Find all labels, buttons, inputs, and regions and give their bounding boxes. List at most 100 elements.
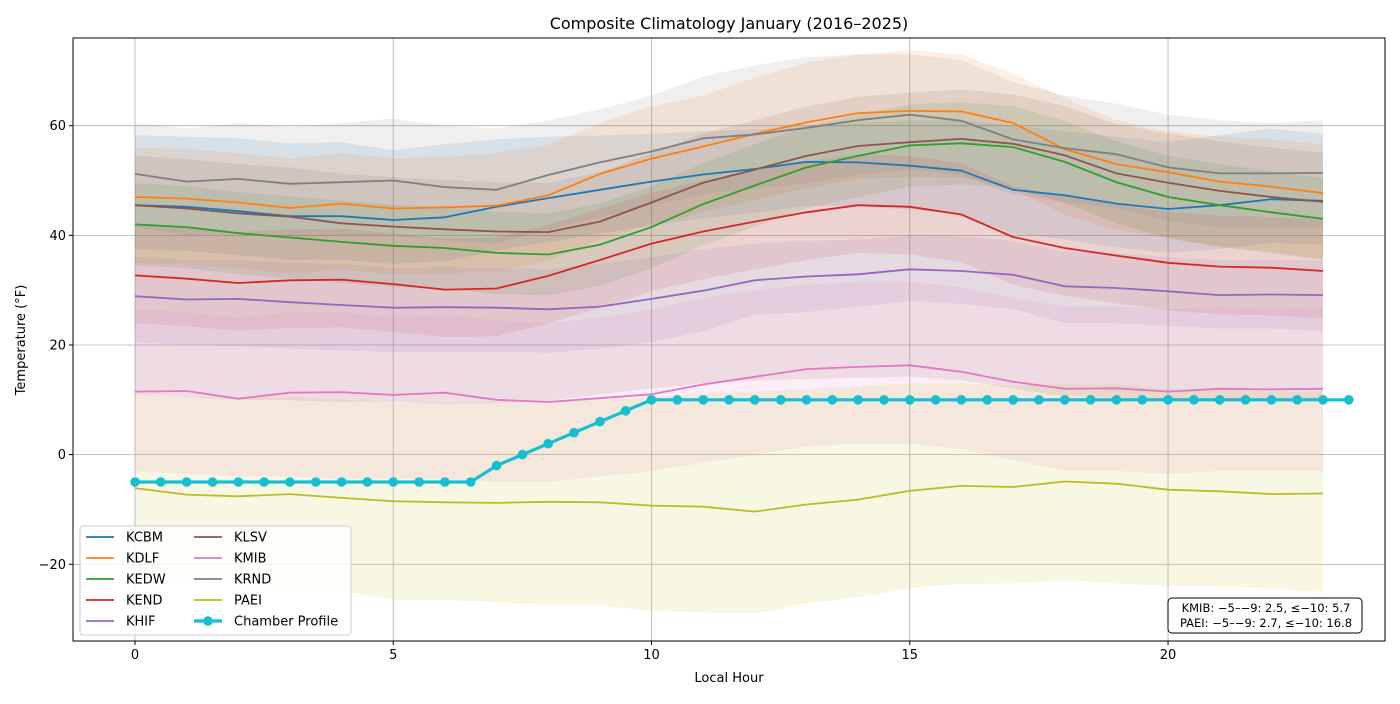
chamber-profile-marker [465, 477, 476, 487]
plot-frame [72, 37, 1386, 642]
legend-item-kcbm: KCBM [86, 531, 163, 546]
chamber-profile-marker [1085, 395, 1096, 405]
grid [73, 38, 1385, 641]
legend-label: KLSV [234, 531, 267, 546]
x-axis-label: Local Hour [694, 671, 764, 686]
chamber-profile-marker [646, 395, 657, 405]
chamber-profile-marker [1059, 395, 1070, 405]
y-tick-label: −20 [39, 558, 66, 573]
chamber-profile-marker [414, 477, 424, 487]
legend-item-kdlf: KDLF [86, 552, 159, 567]
chamber-profile-marker [130, 477, 140, 487]
series-lines [134, 110, 1324, 513]
chamber-profile-marker [1137, 395, 1147, 405]
legend-item-krnd: KRND [194, 573, 271, 588]
legend-label: Chamber Profile [234, 615, 338, 630]
chamber-profile-marker [440, 477, 450, 487]
legend-label: KMIB [234, 552, 267, 567]
annotation-frame [1167, 597, 1363, 634]
chamber-profile-marker [259, 477, 269, 487]
series-line-kmib [134, 364, 1324, 403]
series-line-klsv [134, 137, 1324, 234]
chamber-profile-marker [569, 427, 579, 438]
legend-box [79, 525, 352, 636]
series-line-krnd [134, 113, 1324, 191]
chamber-profile-marker [672, 395, 683, 405]
chamber-profile-marker [1163, 395, 1173, 405]
chamber-profile-marker [982, 395, 993, 405]
x-tick-label: 5 [389, 648, 397, 663]
chamber-profile-marker [207, 477, 218, 487]
band-paei [135, 383, 1323, 614]
chamber-profile-marker [698, 395, 708, 405]
chamber-profile-marker [1189, 395, 1199, 405]
chamber-profile-marker [750, 395, 760, 405]
series-line-khif [134, 268, 1324, 311]
chamber-profile-marker [1111, 395, 1122, 405]
chamber-profile-marker [156, 477, 166, 487]
chamber-profile-marker [1240, 395, 1251, 405]
chamber-profile-marker [311, 477, 321, 487]
chamber-profile-marker [775, 395, 786, 405]
x-tick-label: 0 [131, 648, 139, 663]
legend-label: KCBM [126, 531, 163, 546]
chamber-profile-marker [362, 477, 373, 487]
legend-item-paei: PAEI [194, 594, 262, 609]
chamber-profile-marker [853, 395, 863, 405]
chamber-profile-marker [930, 395, 941, 405]
series-line-kedw [134, 142, 1324, 256]
annotation-line-1: KMIB: −5–−9: 2.5, ≤−10: 5.7 [1182, 601, 1351, 615]
legend-item-kedw: KEDW [86, 573, 166, 588]
chamber-profile-marker [1214, 395, 1225, 405]
legend-label: PAEI [234, 594, 262, 609]
chamber-profile-series [130, 395, 1354, 487]
chamber-profile-marker [1292, 395, 1302, 405]
chamber-profile-marker [285, 477, 295, 487]
band-khif [135, 235, 1323, 353]
chamber-profile-marker [336, 477, 347, 487]
band-kmib [135, 281, 1323, 482]
legend-item-kmib: KMIB [194, 552, 267, 567]
band-kend [135, 154, 1323, 338]
chamber-profile-marker [543, 438, 553, 449]
band-klsv [135, 89, 1323, 405]
legend-label: KRND [234, 573, 271, 588]
chamber-profile-marker [801, 395, 812, 405]
chamber-profile-marker [620, 406, 631, 416]
chamber-profile-marker [491, 460, 502, 471]
chamber-profile-marker [1008, 395, 1018, 405]
chamber-profile-marker [956, 395, 967, 405]
chamber-profile-marker [1344, 395, 1354, 405]
chamber-profile-marker [879, 395, 889, 405]
legend: KCBM KDLF KEDW KEND KHIF KLSV KMIB KRND PAEI Cham… [79, 525, 352, 636]
series-line-kcbm [134, 160, 1324, 221]
legend-label: KDLF [126, 552, 159, 567]
series-line-kend [134, 204, 1324, 291]
y-tick-label: 60 [49, 119, 66, 134]
chamber-profile-marker [724, 395, 734, 405]
chamber-profile-marker [905, 395, 915, 405]
legend-item-khif: KHIF [86, 615, 156, 630]
legend-label: KEDW [126, 573, 166, 588]
chamber-profile-marker [827, 395, 838, 405]
x-tick-label: 20 [1160, 648, 1177, 663]
legend-label: KEND [126, 594, 162, 609]
chamber-profile-marker [233, 477, 244, 487]
annotation-line-2: PAEI: −5–−9: 2.7, ≤−10: 16.8 [1180, 616, 1352, 630]
y-axis-label: Temperature (°F) [14, 285, 29, 397]
legend-item-chamber-profile: Chamber Profile [194, 615, 338, 630]
x-tick-label: 10 [643, 648, 660, 663]
y-tick-label: 0 [58, 448, 66, 463]
x-tick-label: 15 [902, 648, 919, 663]
legend-item-kend: KEND [86, 594, 162, 609]
legend-label: KHIF [126, 615, 156, 630]
chamber-profile-marker [1034, 395, 1044, 405]
y-tick-label: 20 [49, 338, 66, 353]
band-krnd [135, 54, 1323, 244]
annotation-box: KMIB: −5–−9: 2.5, ≤−10: 5.7 PAEI: −5–−9:… [1167, 597, 1363, 634]
series-line-paei [134, 480, 1324, 513]
chamber-profile-marker [388, 477, 399, 487]
y-axis-ticks: −20 0 20 40 60 [39, 119, 73, 573]
x-axis-ticks: 0 5 10 15 20 [131, 641, 1176, 663]
